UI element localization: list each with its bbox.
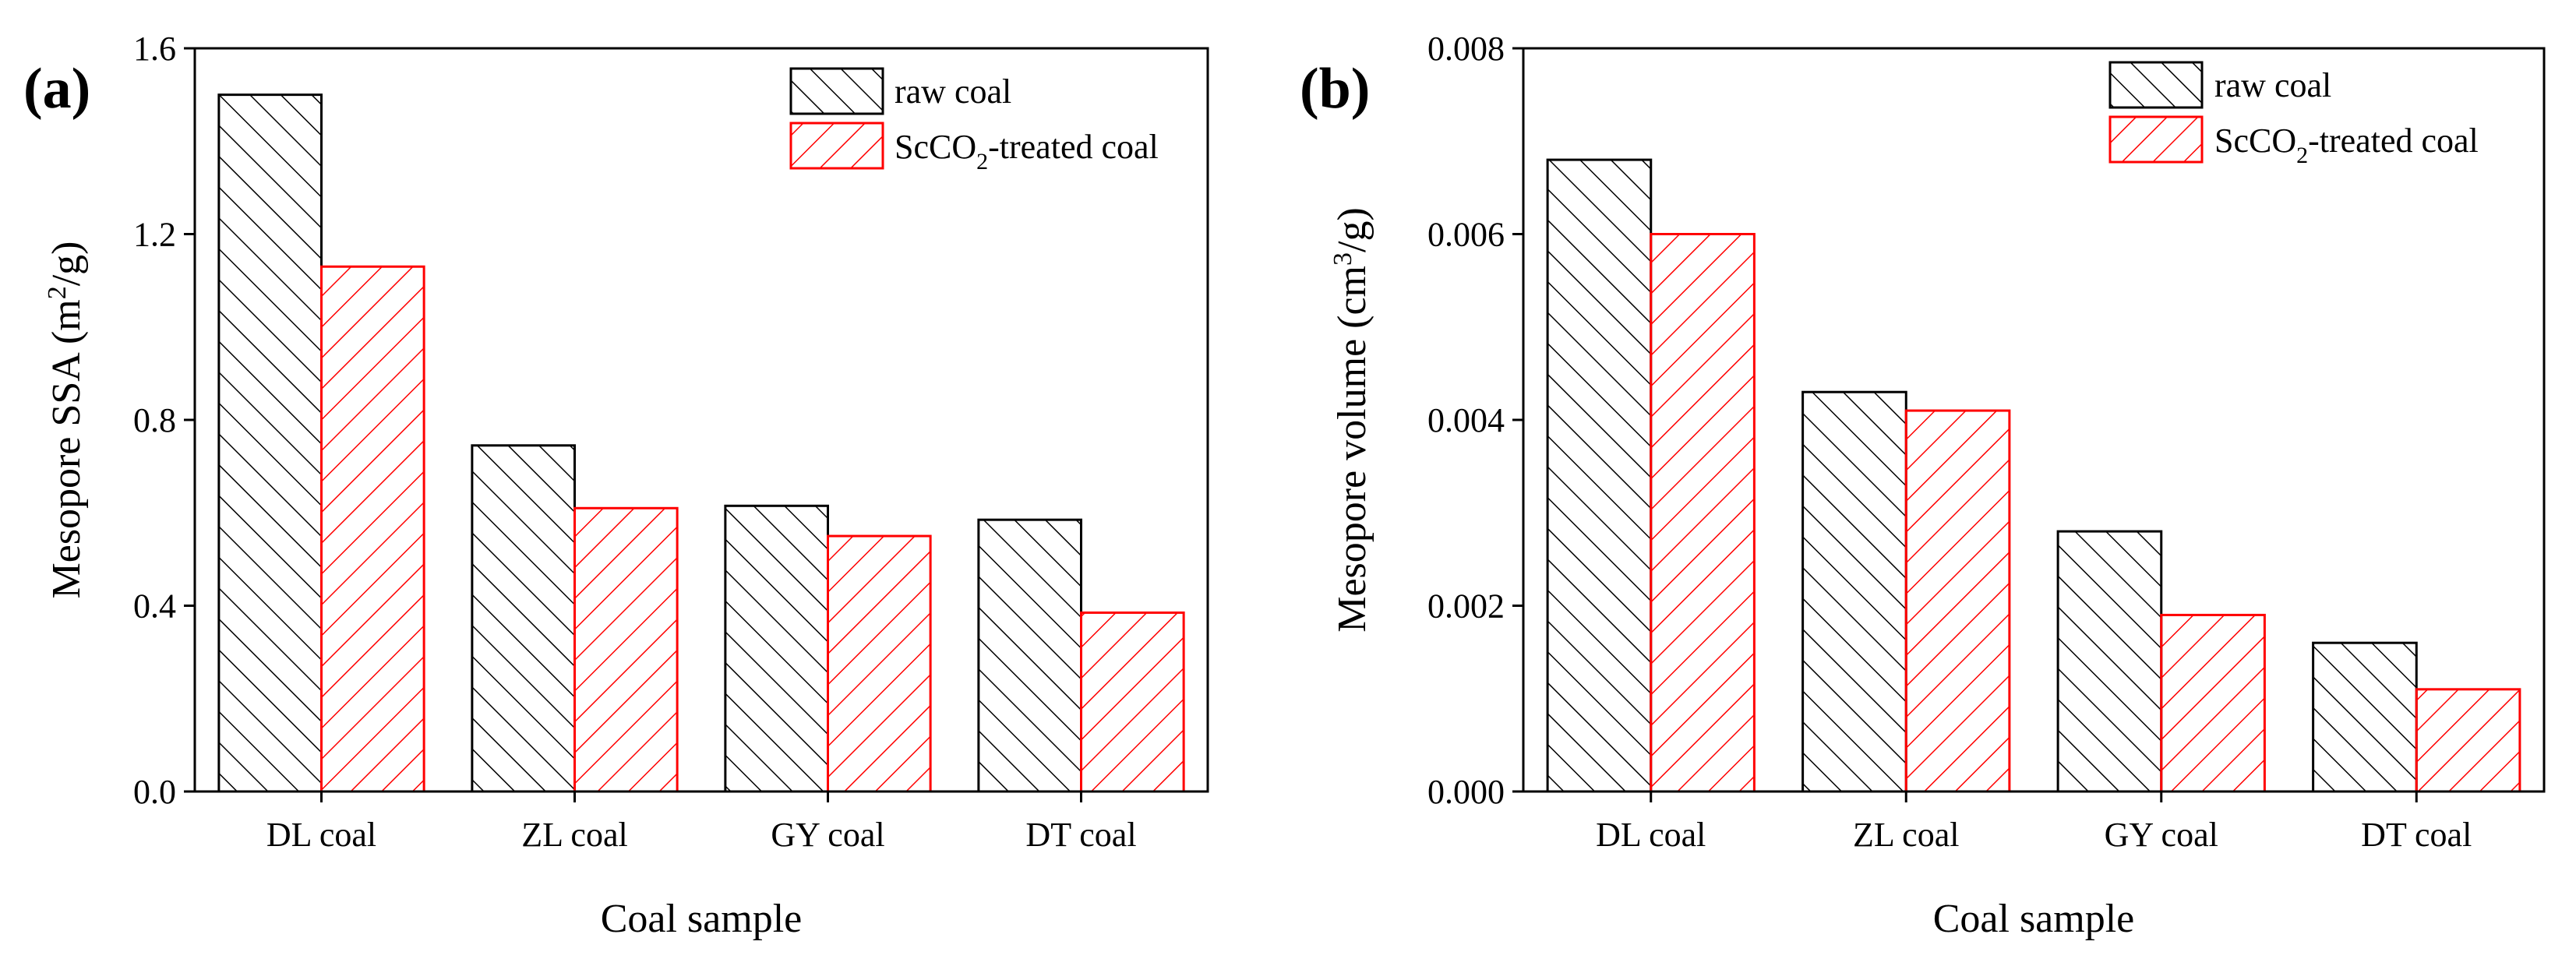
panel-b-bar-raw-zl-coal (1801, 390, 1907, 793)
panel-a-y-tick-label: 0.4 (133, 587, 176, 626)
panel-a: (a) 0.0 0.4 0.8 1.2 1.6 DL coal ZL coal GY coa… (23, 30, 1209, 941)
panel-a-legend-label-raw: raw coal (895, 72, 1011, 111)
panel-b-x-tick-label: GY coal (2105, 816, 2218, 854)
panel-b-y-tick-label: 0.008 (1427, 30, 1505, 68)
panel-b-legend-label-treated: ScCO2-treated coal (2214, 122, 2479, 168)
panel-a-bars (217, 93, 1185, 793)
panel-b-legend-label-raw: raw coal (2214, 66, 2331, 104)
panel-b-legend: raw coal ScCO2-treated coal (2108, 61, 2479, 168)
panel-a-y-tick-label: 1.2 (133, 216, 176, 254)
panel-a-y-tick-label: 0.0 (133, 773, 176, 811)
panel-a-bar-treated-dl-coal (320, 265, 425, 793)
panel-b-y-tick-label: 0.000 (1427, 773, 1505, 811)
panel-b-x-tick-label: ZL coal (1853, 816, 1959, 854)
panel-b-bar-treated-dl-coal (1650, 233, 1756, 793)
panel-a-axes-frame (193, 47, 1209, 793)
panel-b-bar-raw-gy-coal (2056, 530, 2163, 793)
panel-b-bar-treated-dt-coal (2415, 688, 2521, 793)
panel-a-bar-treated-dt-coal (1080, 611, 1185, 793)
panel-a-label: (a) (23, 57, 90, 121)
panel-a-x-tick-label: GY coal (771, 816, 884, 854)
panel-b-x-tick-label: DT coal (2361, 816, 2472, 854)
panel-a-x-ticks: DL coal ZL coal GY coal DT coal (266, 791, 1137, 854)
panel-a-y-ticks: 0.0 0.4 0.8 1.2 1.6 (133, 30, 195, 811)
panel-a-x-tick-label: DT coal (1025, 816, 1136, 854)
panel-a-legend-swatch-treated (789, 122, 884, 170)
panel-b: (b) 0.000 0.002 0.004 0.006 0.008 DL coal ZL … (1300, 30, 2546, 941)
panel-a-y-tick-label: 1.6 (133, 30, 176, 68)
panel-b-axes-frame (1522, 47, 2546, 793)
panel-a-legend-swatch-raw (789, 67, 884, 115)
panel-b-y-ticks: 0.000 0.002 0.004 0.006 0.008 (1427, 30, 1523, 811)
panel-a-x-axis-title: Coal sample (601, 897, 803, 941)
panel-a-bar-raw-dl-coal (217, 93, 323, 793)
panel-b-legend-swatch-treated (2108, 115, 2204, 164)
panel-b-x-tick-label: DL coal (1596, 816, 1706, 854)
panel-a-x-tick-label: DL coal (266, 816, 376, 854)
panel-b-bar-treated-gy-coal (2160, 613, 2266, 793)
panel-a-y-tick-label: 0.8 (133, 401, 176, 439)
panel-a-x-tick-label: ZL coal (521, 816, 627, 854)
panel-b-x-axis-title: Coal sample (1933, 897, 2135, 941)
panel-a-legend-label-treated: ScCO2-treated coal (895, 128, 1159, 175)
panel-b-y-tick-label: 0.002 (1427, 587, 1505, 626)
panel-b-bar-raw-dl-coal (1546, 158, 1653, 793)
panel-b-bar-raw-dt-coal (2312, 641, 2418, 793)
panel-b-x-ticks: DL coal ZL coal GY coal DT coal (1596, 791, 2472, 854)
panel-a-bar-raw-gy-coal (724, 504, 829, 793)
panel-b-bars (1546, 158, 2521, 793)
panel-a-bar-treated-gy-coal (827, 534, 932, 793)
panel-a-bar-raw-zl-coal (471, 444, 576, 793)
panel-a-y-axis-title: Mesopore SSA (m2/g) (43, 241, 89, 598)
panel-a-legend: raw coal ScCO2-treated coal (789, 67, 1159, 175)
panel-b-y-tick-label: 0.006 (1427, 216, 1505, 254)
panel-b-y-tick-label: 0.004 (1427, 401, 1505, 439)
panel-b-legend-swatch-raw (2108, 61, 2204, 109)
panel-b-y-axis-title: Mesopore volume (cm3/g) (1329, 207, 1374, 633)
panel-b-bar-treated-zl-coal (1904, 409, 2011, 793)
panel-b-label: (b) (1300, 57, 1370, 121)
panel-a-bar-treated-zl-coal (573, 506, 679, 793)
panel-a-bar-raw-dt-coal (977, 518, 1082, 793)
